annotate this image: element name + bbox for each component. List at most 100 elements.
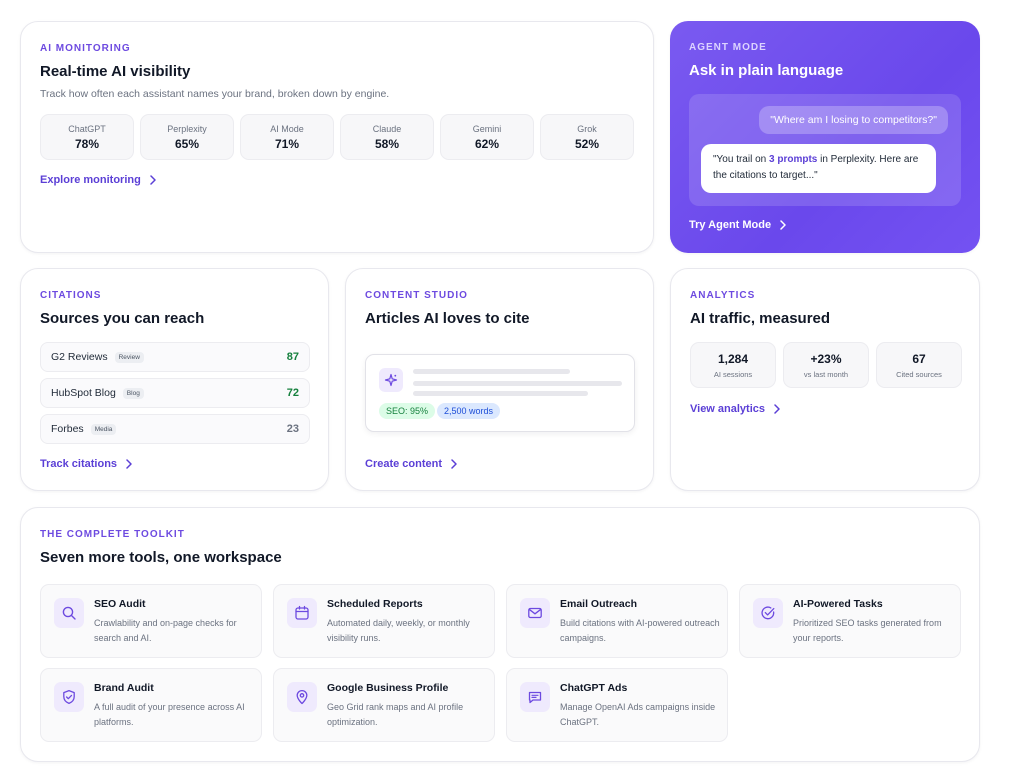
citations-eyebrow: CITATIONS <box>40 290 102 301</box>
engine-stat-ai-mode: AI Mode 71% <box>240 114 334 160</box>
tool-title: SEO Audit <box>94 598 146 610</box>
engine-value: 65% <box>174 137 200 151</box>
engine-value: 78% <box>74 137 100 151</box>
agent-reply-text: "You trail on <box>713 154 769 165</box>
chevron-right-icon <box>780 220 786 230</box>
try-agent-mode-link[interactable]: Try Agent Mode <box>689 219 787 231</box>
chevron-right-icon <box>126 459 132 469</box>
stat-value: 67 <box>912 352 926 366</box>
agent-reply-bubble: "You trail on 3 prompts in Perplexity. H… <box>701 144 936 193</box>
create-content-label: Create content <box>365 458 443 470</box>
engine-name: Claude <box>372 124 402 134</box>
try-agent-mode-label: Try Agent Mode <box>689 219 772 231</box>
tool-title: AI-Powered Tasks <box>793 598 883 610</box>
agent-reply-text-end: in Perplexity. Here are the citations to… <box>713 154 919 181</box>
toolkit-eyebrow: THE COMPLETE TOOLKIT <box>40 529 185 540</box>
citation-row[interactable]: HubSpot Blog Blog 72 <box>40 378 310 408</box>
engine-stat-gemini: Gemini 62% <box>440 114 534 160</box>
tool-brand-audit[interactable]: Brand Audit A full audit of your presenc… <box>40 668 262 742</box>
engine-value: 62% <box>474 137 500 151</box>
engine-name: Gemini <box>472 124 502 134</box>
engine-name: Perplexity <box>167 124 207 134</box>
article-draft-preview: SEO: 95% 2,500 words <box>365 354 635 432</box>
engine-name: ChatGPT <box>68 124 106 134</box>
explore-monitoring-label: Explore monitoring <box>40 174 141 186</box>
stat-ai-sessions: 1,284 AI sessions <box>690 342 776 388</box>
create-content-link[interactable]: Create content <box>365 458 458 470</box>
seo-score-badge: SEO: 95% <box>379 403 436 419</box>
view-analytics-label: View analytics <box>690 403 766 415</box>
message-icon <box>520 682 550 712</box>
citation-score: 72 <box>286 387 299 399</box>
content-eyebrow: CONTENT STUDIO <box>365 290 468 301</box>
check-circle-icon <box>753 598 783 628</box>
citation-tag: Media <box>90 423 117 435</box>
tool-description: Manage OpenAI Ads campaigns inside ChatG… <box>560 702 716 727</box>
engine-list: ChatGPT 78% Perplexity 65% AI Mode 71% C… <box>40 114 634 160</box>
citation-tag: Review <box>114 351 144 363</box>
citation-name: Forbes <box>51 423 84 435</box>
monitoring-eyebrow: AI MONITORING <box>40 43 131 54</box>
citation-name: HubSpot Blog <box>51 387 116 399</box>
monitoring-title: Real-time AI visibility <box>40 63 191 80</box>
citation-row[interactable]: Forbes Media 23 <box>40 414 310 444</box>
chevron-right-icon <box>150 175 156 185</box>
explore-monitoring-link[interactable]: Explore monitoring <box>40 174 157 186</box>
tool-ai-powered-tasks[interactable]: AI-Powered Tasks Prioritized SEO tasks g… <box>739 584 961 658</box>
agent-title: Ask in plain language <box>689 62 844 79</box>
toolkit-title: Seven more tools, one workspace <box>40 549 282 566</box>
analytics-title: AI traffic, measured <box>690 310 831 327</box>
tool-description: Build citations with AI-powered outreach… <box>560 618 720 643</box>
tool-chatgpt-ads[interactable]: ChatGPT Ads Manage OpenAI Ads campaigns … <box>506 668 728 742</box>
monitoring-description: Track how often each assistant names you… <box>40 88 390 100</box>
citations-card: CITATIONS Sources you can reach G2 Revie… <box>20 268 329 491</box>
content-studio-card: CONTENT STUDIO Articles AI loves to cite… <box>345 268 654 491</box>
map-pin-icon <box>287 682 317 712</box>
agent-chat-preview: "Where am I losing to competitors?" "You… <box>689 94 961 206</box>
toolkit-card: THE COMPLETE TOOLKIT Seven more tools, o… <box>20 507 980 762</box>
sparkle-icon <box>379 368 403 392</box>
chevron-right-icon <box>774 404 780 414</box>
stat-vs-last-month: +23% vs last month <box>783 342 869 388</box>
stat-cited-sources: 67 Cited sources <box>876 342 962 388</box>
tool-scheduled-reports[interactable]: Scheduled Reports Automated daily, weekl… <box>273 584 495 658</box>
shield-check-icon <box>54 682 84 712</box>
view-analytics-link[interactable]: View analytics <box>690 403 781 415</box>
track-citations-link[interactable]: Track citations <box>40 458 133 470</box>
stat-label: Cited sources <box>896 370 942 379</box>
tool-seo-audit[interactable]: SEO Audit Crawlability and on-page check… <box>40 584 262 658</box>
engine-name: AI Mode <box>270 124 304 134</box>
agent-eyebrow: AGENT MODE <box>689 42 767 53</box>
tool-title: Brand Audit <box>94 682 154 694</box>
tool-description: A full audit of your presence across AI … <box>94 702 245 727</box>
agent-reply-highlight: 3 prompts <box>769 154 818 165</box>
mail-icon <box>520 598 550 628</box>
user-message-bubble: "Where am I losing to competitors?" <box>759 106 948 134</box>
stat-label: AI sessions <box>713 370 753 379</box>
analytics-stats: 1,284 AI sessions +23% vs last month 67 … <box>690 342 962 388</box>
engine-value: 71% <box>274 137 300 151</box>
analytics-card: ANALYTICS AI traffic, measured 1,284 AI … <box>670 268 980 491</box>
tool-email-outreach[interactable]: Email Outreach Build citations with AI-p… <box>506 584 728 658</box>
placeholder-line <box>413 381 622 386</box>
agent-mode-card: AGENT MODE Ask in plain language "Where … <box>670 21 980 253</box>
citation-score: 23 <box>286 423 299 435</box>
stat-label: vs last month <box>803 370 849 379</box>
stat-value: 1,284 <box>717 352 749 366</box>
ai-monitoring-card: AI MONITORING Real-time AI visibility Tr… <box>20 21 654 253</box>
citation-tag: Blog <box>122 387 144 399</box>
citation-name: G2 Reviews <box>51 351 108 363</box>
engine-stat-grok: Grok 52% <box>540 114 634 160</box>
chevron-right-icon <box>451 459 457 469</box>
word-count-badge: 2,500 words <box>437 403 501 419</box>
engine-value: 52% <box>574 137 600 151</box>
tool-description: Crawlability and on-page checks for sear… <box>94 618 237 643</box>
citation-row[interactable]: G2 Reviews Review 87 <box>40 342 310 372</box>
search-icon <box>54 598 84 628</box>
placeholder-line <box>413 369 570 374</box>
analytics-eyebrow: ANALYTICS <box>690 290 756 301</box>
tool-google-business-profile[interactable]: Google Business Profile Geo Grid rank ma… <box>273 668 495 742</box>
tool-title: Google Business Profile <box>327 682 449 694</box>
stat-value: +23% <box>810 352 842 366</box>
engine-stat-chatgpt: ChatGPT 78% <box>40 114 134 160</box>
